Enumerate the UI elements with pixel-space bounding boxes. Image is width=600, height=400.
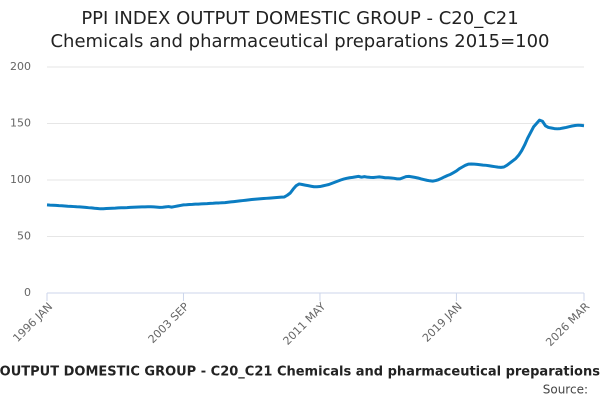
x-tick-label: 2019 JAN xyxy=(420,300,465,345)
y-tick-label: 200 xyxy=(10,60,31,73)
y-tick-label: 0 xyxy=(24,286,31,299)
caption: PPI INDEX OUTPUT DOMESTIC GROUP - C20_C2… xyxy=(0,365,600,380)
x-tick-label: 2011 MAY xyxy=(281,300,329,348)
chart-title: Chemicals and pharmaceutical preparation… xyxy=(50,31,549,52)
y-tick-label: 50 xyxy=(17,230,31,243)
line-series xyxy=(46,118,585,211)
x-tick-label: 2026 MAR xyxy=(543,300,592,349)
y-tick-label: 150 xyxy=(10,117,31,130)
source-label: Source: xyxy=(543,383,588,397)
chart-title: PPI INDEX OUTPUT DOMESTIC GROUP - C20_C2… xyxy=(81,8,518,29)
y-tick-label: 100 xyxy=(10,173,31,186)
x-tick-label: 1996 JAN xyxy=(10,300,55,345)
x-tick-label: 2003 SEP xyxy=(146,300,192,346)
